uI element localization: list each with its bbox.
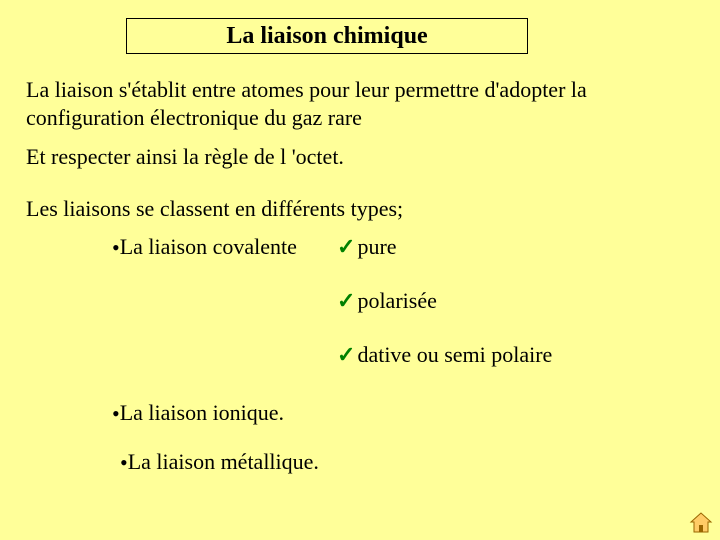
check-polarisee: ✓polarisée <box>337 288 437 314</box>
bullet-metallique: •La liaison métallique. <box>120 449 319 475</box>
paragraph-1: La liaison s'établit entre atomes pour l… <box>26 76 696 131</box>
bullet-dot-icon: • <box>112 235 120 260</box>
bullet-ionique-label: La liaison ionique. <box>120 400 284 425</box>
bullet-dot-icon: • <box>112 401 120 426</box>
home-icon[interactable] <box>688 512 714 534</box>
title-box: La liaison chimique <box>126 18 528 54</box>
checkmark-icon: ✓ <box>337 234 355 259</box>
check-pure-label: pure <box>357 234 396 259</box>
checkmark-icon: ✓ <box>337 342 355 367</box>
checkmark-icon: ✓ <box>337 288 355 313</box>
check-pure: ✓pure <box>337 234 397 260</box>
bullet-covalente: •La liaison covalente <box>112 234 297 260</box>
bullet-metallique-label: La liaison métallique. <box>128 449 319 474</box>
bullet-covalente-label: La liaison covalente <box>120 234 297 259</box>
check-polarisee-label: polarisée <box>357 288 436 313</box>
check-dative-label: dative ou semi polaire <box>357 342 552 367</box>
check-dative: ✓dative ou semi polaire <box>337 342 552 368</box>
page-title: La liaison chimique <box>226 23 427 50</box>
paragraph-2: Et respecter ainsi la règle de l 'octet. <box>26 144 696 170</box>
paragraph-3: Les liaisons se classent en différents t… <box>26 196 696 222</box>
bullet-dot-icon: • <box>120 450 128 475</box>
bullet-ionique: •La liaison ionique. <box>112 400 284 426</box>
